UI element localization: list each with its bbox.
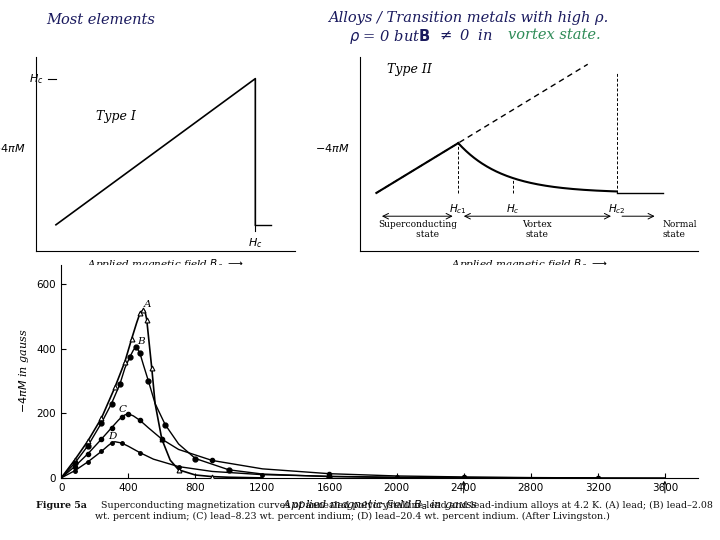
Text: $H_{c2}$: $H_{c2}$ [608,202,626,216]
Text: Vortex
state: Vortex state [523,220,552,239]
Text: Normal
state: Normal state [663,220,698,239]
Text: $\rho$ = 0 but: $\rho$ = 0 but [349,28,420,46]
Text: B: B [137,337,144,346]
X-axis label: Applied magnetic field $B_a$ $\longrightarrow$: Applied magnetic field $B_a$ $\longright… [451,256,608,271]
Text: Type II: Type II [387,63,432,76]
Text: D: D [108,432,117,441]
Y-axis label: $-4\pi M$: $-4\pi M$ [0,142,25,154]
Text: Alloys / Transition metals with high ρ.: Alloys / Transition metals with high ρ. [328,11,608,25]
Text: vortex state.: vortex state. [508,28,600,42]
Text: Most elements: Most elements [46,14,156,28]
Text: $H_c$: $H_c$ [506,202,520,216]
Text: Figure 5a: Figure 5a [36,501,87,510]
Text: $H_c$: $H_c$ [30,72,44,85]
Text: $H_{c1}$: $H_{c1}$ [449,202,467,216]
Text: Superconducting
       state: Superconducting state [378,220,456,239]
Text: $H_c$: $H_c$ [248,237,263,250]
Text: $\mathbf{B}$: $\mathbf{B}$ [418,28,430,44]
Text: Type I: Type I [96,110,135,123]
X-axis label: Applied magnetic field $B_a$ in gauss: Applied magnetic field $B_a$ in gauss [282,498,478,512]
Y-axis label: $-4\pi M$ in gauss: $-4\pi M$ in gauss [17,329,31,414]
X-axis label: Applied magnetic field $B_a$ $\longrightarrow$: Applied magnetic field $B_a$ $\longright… [87,256,244,271]
Text: Superconducting magnetization curves of annealed polycrystalline lead and lead-i: Superconducting magnetization curves of … [95,501,713,521]
Y-axis label: $-4\pi M$: $-4\pi M$ [315,142,349,154]
Text: C: C [118,404,126,414]
Text: $\neq$ 0  in: $\neq$ 0 in [432,28,494,43]
Text: A: A [143,300,151,309]
